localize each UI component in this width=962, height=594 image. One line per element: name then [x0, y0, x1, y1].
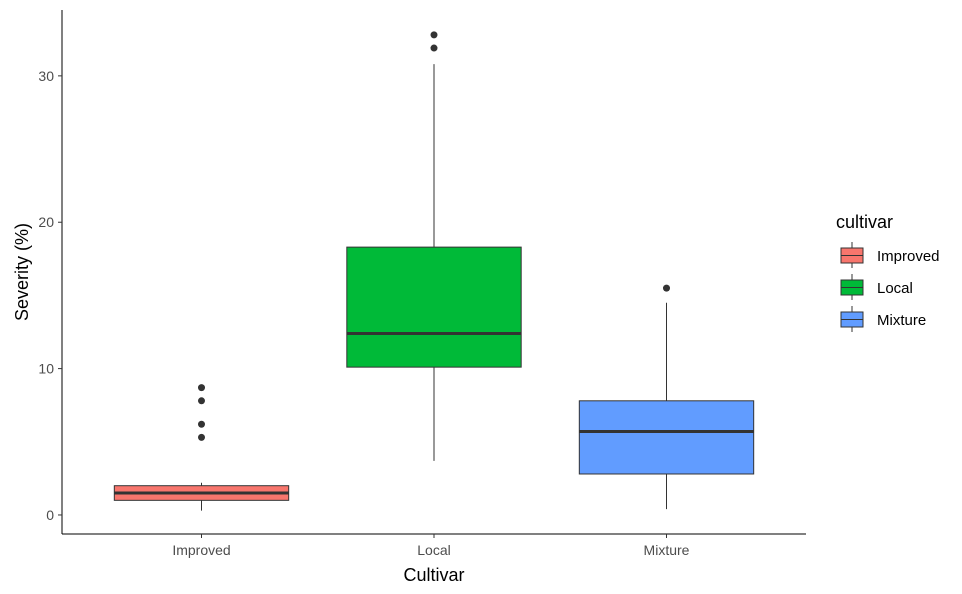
x-axis-title: Cultivar	[403, 565, 464, 585]
outlier-point	[198, 433, 205, 441]
y-ticks: 0 10 20 30	[38, 68, 62, 523]
x-tick-label: Mixture	[644, 542, 690, 558]
y-tick-label: 10	[38, 361, 54, 377]
plot-area	[113, 31, 755, 511]
outlier-point	[198, 384, 205, 392]
legend-label: Improved	[877, 248, 940, 265]
x-ticks: Improved Local Mixture	[172, 534, 690, 558]
outlier-point	[430, 44, 438, 52]
x-tick-label: Improved	[172, 542, 230, 558]
outlier-point	[663, 284, 670, 292]
legend-item-improved: Improved	[840, 242, 940, 268]
outlier-point	[198, 420, 205, 428]
y-tick-label: 20	[38, 214, 54, 230]
box-local	[346, 31, 522, 461]
box-mixture	[578, 284, 755, 510]
y-tick-label: 0	[46, 507, 54, 523]
legend-label: Local	[877, 280, 913, 297]
legend-title: cultivar	[836, 212, 893, 232]
x-tick-label: Local	[417, 542, 450, 558]
outlier-point	[430, 31, 438, 39]
outlier-point	[198, 397, 205, 405]
box-rect	[346, 246, 522, 368]
box-rect	[578, 400, 755, 475]
legend-label: Mixture	[877, 312, 926, 329]
legend-item-mixture: Mixture	[840, 306, 926, 332]
y-tick-label: 30	[38, 68, 54, 84]
box-improved	[113, 384, 290, 511]
legend: cultivar Improved Local Mixture	[836, 212, 940, 332]
legend-item-local: Local	[840, 274, 913, 300]
y-axis-title: Severity (%)	[12, 223, 32, 321]
